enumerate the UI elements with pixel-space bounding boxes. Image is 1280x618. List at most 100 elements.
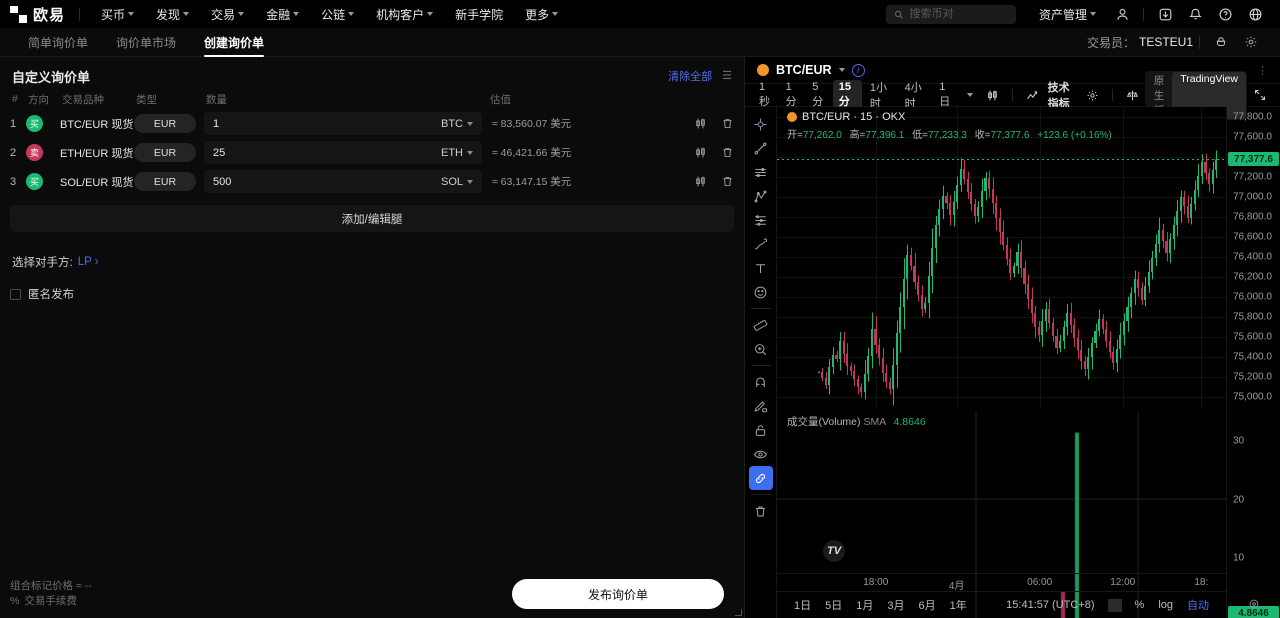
info-icon[interactable]: i: [851, 63, 865, 77]
scale-percent-toggle[interactable]: %: [1134, 599, 1145, 611]
chart-plot[interactable]: BTC/EUR · 15 · OKX 开=77,262.0 高=77,396.1…: [777, 107, 1226, 618]
timeframe-4h[interactable]: 4小时: [904, 82, 922, 110]
trader-icon[interactable]: [1211, 32, 1231, 52]
axis-settings-icon[interactable]: [1248, 598, 1260, 613]
settings-icon[interactable]: [1241, 32, 1261, 52]
anonymous-checkbox[interactable]: [10, 288, 21, 300]
scale-auto-toggle[interactable]: 自动: [1187, 600, 1209, 612]
quantity-field[interactable]: BTC: [204, 112, 482, 135]
text-icon[interactable]: [749, 256, 773, 280]
quantity-currency-selector[interactable]: ETH: [441, 147, 473, 159]
nav-item-finance[interactable]: 金融: [255, 6, 310, 23]
quantity-input[interactable]: [213, 175, 441, 188]
chevron-down-icon[interactable]: [966, 93, 973, 97]
chart-type-icon[interactable]: [986, 89, 999, 102]
timeframe-1d[interactable]: 1日: [939, 81, 951, 108]
clear-all-button[interactable]: 清除全部: [668, 71, 713, 83]
chevron-down-icon[interactable]: [838, 68, 845, 72]
assets-menu[interactable]: 资产管理: [1028, 6, 1107, 23]
indicators-icon[interactable]: [1026, 89, 1039, 102]
candlestick-icon[interactable]: [694, 117, 707, 130]
quantity-input[interactable]: [213, 117, 441, 130]
horizontal-lines-icon[interactable]: [749, 160, 773, 184]
quantity-currency-selector[interactable]: BTC: [441, 118, 473, 130]
time-axis[interactable]: 18:00 4月 06:00 12:00 18:: [777, 573, 1226, 592]
tab-rfq-market[interactable]: 询价单市场: [102, 28, 190, 57]
timeframe-15m[interactable]: 15分: [832, 80, 862, 110]
quantity-input[interactable]: [213, 146, 441, 159]
add-edit-leg-button[interactable]: 添加/编辑腿: [10, 205, 734, 232]
anonymous-publish-toggle[interactable]: 匿名发布: [10, 286, 744, 302]
lock-icon[interactable]: [749, 418, 773, 442]
nav-item-chain[interactable]: 公链: [310, 6, 365, 23]
side-badge-buy[interactable]: 买: [26, 173, 43, 190]
nav-item-trade[interactable]: 交易: [200, 6, 255, 23]
nav-item-buy[interactable]: 买币: [90, 6, 145, 23]
range-6mo[interactable]: 6月: [918, 600, 936, 612]
nav-item-discover[interactable]: 发现: [145, 6, 200, 23]
panel-resize-handle[interactable]: [735, 609, 742, 616]
instrument-selector[interactable]: ETH/EUR 现货›: [60, 145, 140, 161]
counterparty-value-button[interactable]: LP ›: [78, 256, 99, 268]
trash-icon[interactable]: [749, 499, 773, 523]
link-icon[interactable]: [748, 466, 773, 490]
candlestick-icon[interactable]: [694, 146, 707, 159]
instrument-selector[interactable]: BTC/EUR 现货›: [60, 116, 140, 132]
fullscreen-icon[interactable]: [1254, 89, 1266, 101]
tab-simple-rfq[interactable]: 简单询价单: [14, 28, 102, 57]
trendline-icon[interactable]: [749, 136, 773, 160]
timeframe-5m[interactable]: 5分: [812, 81, 824, 108]
delete-icon[interactable]: [721, 175, 734, 188]
bell-icon[interactable]: [1185, 4, 1205, 24]
volume-bars-canvas[interactable]: [777, 412, 1226, 618]
timeframe-1m[interactable]: 1分: [785, 81, 797, 108]
side-badge-buy[interactable]: 买: [26, 115, 43, 132]
okx-logo[interactable]: 欧易: [10, 4, 65, 25]
compare-icon[interactable]: [1126, 89, 1139, 102]
eye-icon[interactable]: [749, 442, 773, 466]
delete-icon[interactable]: [721, 117, 734, 130]
quantity-field[interactable]: ETH: [204, 141, 482, 164]
type-chip[interactable]: EUR: [134, 172, 196, 191]
brush-icon[interactable]: [749, 232, 773, 256]
price-axis[interactable]: 77,800.077,600.077,400.077,200.077,000.0…: [1226, 107, 1280, 618]
publish-rfq-button[interactable]: 发布询价单: [512, 579, 724, 609]
emoji-icon[interactable]: [749, 280, 773, 304]
quantity-field[interactable]: SOL: [204, 170, 482, 193]
nav-item-more[interactable]: 更多: [514, 6, 569, 23]
timeframe-1s[interactable]: 1秒: [759, 81, 770, 108]
help-icon[interactable]: [1215, 4, 1235, 24]
chart-settings-icon[interactable]: [1086, 89, 1099, 102]
type-chip[interactable]: EUR: [134, 143, 196, 162]
crosshair-icon[interactable]: [749, 112, 773, 136]
side-badge-sell[interactable]: 卖: [26, 144, 43, 161]
panel-grip-icon[interactable]: ☰: [722, 69, 732, 82]
globe-icon[interactable]: [1245, 4, 1265, 24]
tradingview-logo[interactable]: TV: [823, 540, 845, 562]
range-5d[interactable]: 5日: [825, 600, 843, 612]
fib-retracement-icon[interactable]: [749, 208, 773, 232]
price-candles-canvas[interactable]: [777, 107, 1226, 407]
quantity-currency-selector[interactable]: SOL: [441, 176, 473, 188]
search-box[interactable]: [885, 4, 1016, 24]
scale-log-toggle[interactable]: log: [1158, 599, 1173, 611]
type-chip[interactable]: EUR: [134, 114, 196, 133]
ruler-icon[interactable]: [749, 313, 773, 337]
range-3mo[interactable]: 3月: [887, 600, 905, 612]
search-input[interactable]: [909, 8, 1008, 20]
nav-item-institutional[interactable]: 机构客户: [365, 6, 444, 23]
user-icon[interactable]: [1112, 4, 1132, 24]
range-1d[interactable]: 1日: [794, 600, 812, 612]
chart-panel-grip-icon[interactable]: ⋮: [1257, 64, 1268, 77]
range-1mo[interactable]: 1月: [856, 600, 874, 612]
magnet-icon[interactable]: [749, 370, 773, 394]
delete-icon[interactable]: [721, 146, 734, 159]
zoom-in-icon[interactable]: [749, 337, 773, 361]
tab-create-rfq[interactable]: 创建询价单: [190, 28, 278, 57]
candlestick-icon[interactable]: [694, 175, 707, 188]
range-1y[interactable]: 1年: [949, 600, 967, 612]
pencil-lock-icon[interactable]: [749, 394, 773, 418]
download-icon[interactable]: [1155, 4, 1175, 24]
timeframe-1h[interactable]: 1小时: [869, 82, 888, 110]
pitchfork-icon[interactable]: [749, 184, 773, 208]
